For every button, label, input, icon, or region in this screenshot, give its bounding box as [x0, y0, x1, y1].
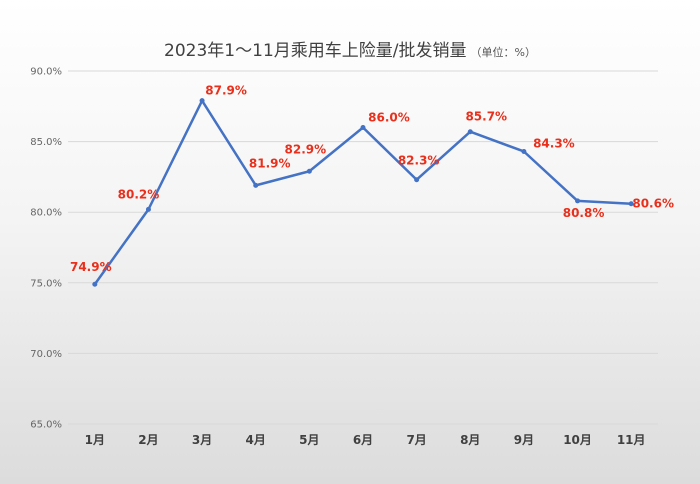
data-label: 80.6% — [632, 197, 674, 211]
chart-title-unit: （单位：%） — [470, 46, 536, 59]
data-label: 85.7% — [465, 110, 507, 124]
data-label: 80.8% — [563, 206, 605, 220]
data-label: 82.3% — [398, 154, 440, 168]
y-tick-label: 80.0% — [30, 208, 62, 219]
y-tick-label: 70.0% — [30, 349, 62, 360]
x-tick-label: 2月 — [138, 433, 158, 447]
x-tick-label: 5月 — [299, 433, 319, 447]
data-point — [92, 281, 98, 287]
data-label: 74.9% — [70, 260, 112, 274]
data-point — [467, 129, 473, 135]
x-tick-label: 1月 — [85, 433, 105, 447]
data-point — [575, 198, 581, 204]
data-point — [306, 168, 312, 174]
x-tick-label: 7月 — [406, 433, 426, 447]
data-label: 87.9% — [205, 84, 247, 98]
x-tick-label: 6月 — [353, 433, 373, 447]
x-tick-label: 3月 — [192, 433, 212, 447]
data-label: 80.2% — [118, 187, 160, 201]
x-tick-label: 8月 — [460, 433, 480, 447]
chart-title-text: 2023年1～11月乘用车上险量/批发销量 — [164, 41, 467, 61]
chart-title: 2023年1～11月乘用车上险量/批发销量 （单位：%） — [0, 36, 700, 61]
data-label: 81.9% — [249, 156, 291, 170]
y-tick-label: 85.0% — [30, 137, 62, 148]
x-tick-label: 11月 — [617, 433, 646, 447]
data-label: 86.0% — [368, 110, 410, 124]
data-point — [253, 182, 259, 188]
x-tick-label: 10月 — [563, 433, 592, 447]
y-tick-label: 75.0% — [30, 278, 62, 289]
data-point — [414, 177, 420, 183]
data-point — [628, 201, 634, 207]
y-tick-label: 65.0% — [30, 420, 62, 431]
data-point — [521, 148, 527, 154]
data-point — [360, 124, 366, 130]
data-point — [145, 206, 151, 212]
data-label: 82.9% — [285, 142, 327, 156]
data-label: 84.3% — [533, 136, 575, 150]
x-tick-label: 4月 — [246, 433, 266, 447]
y-tick-label: 90.0% — [30, 67, 62, 78]
x-tick-label: 9月 — [514, 433, 534, 447]
data-point — [199, 98, 205, 104]
